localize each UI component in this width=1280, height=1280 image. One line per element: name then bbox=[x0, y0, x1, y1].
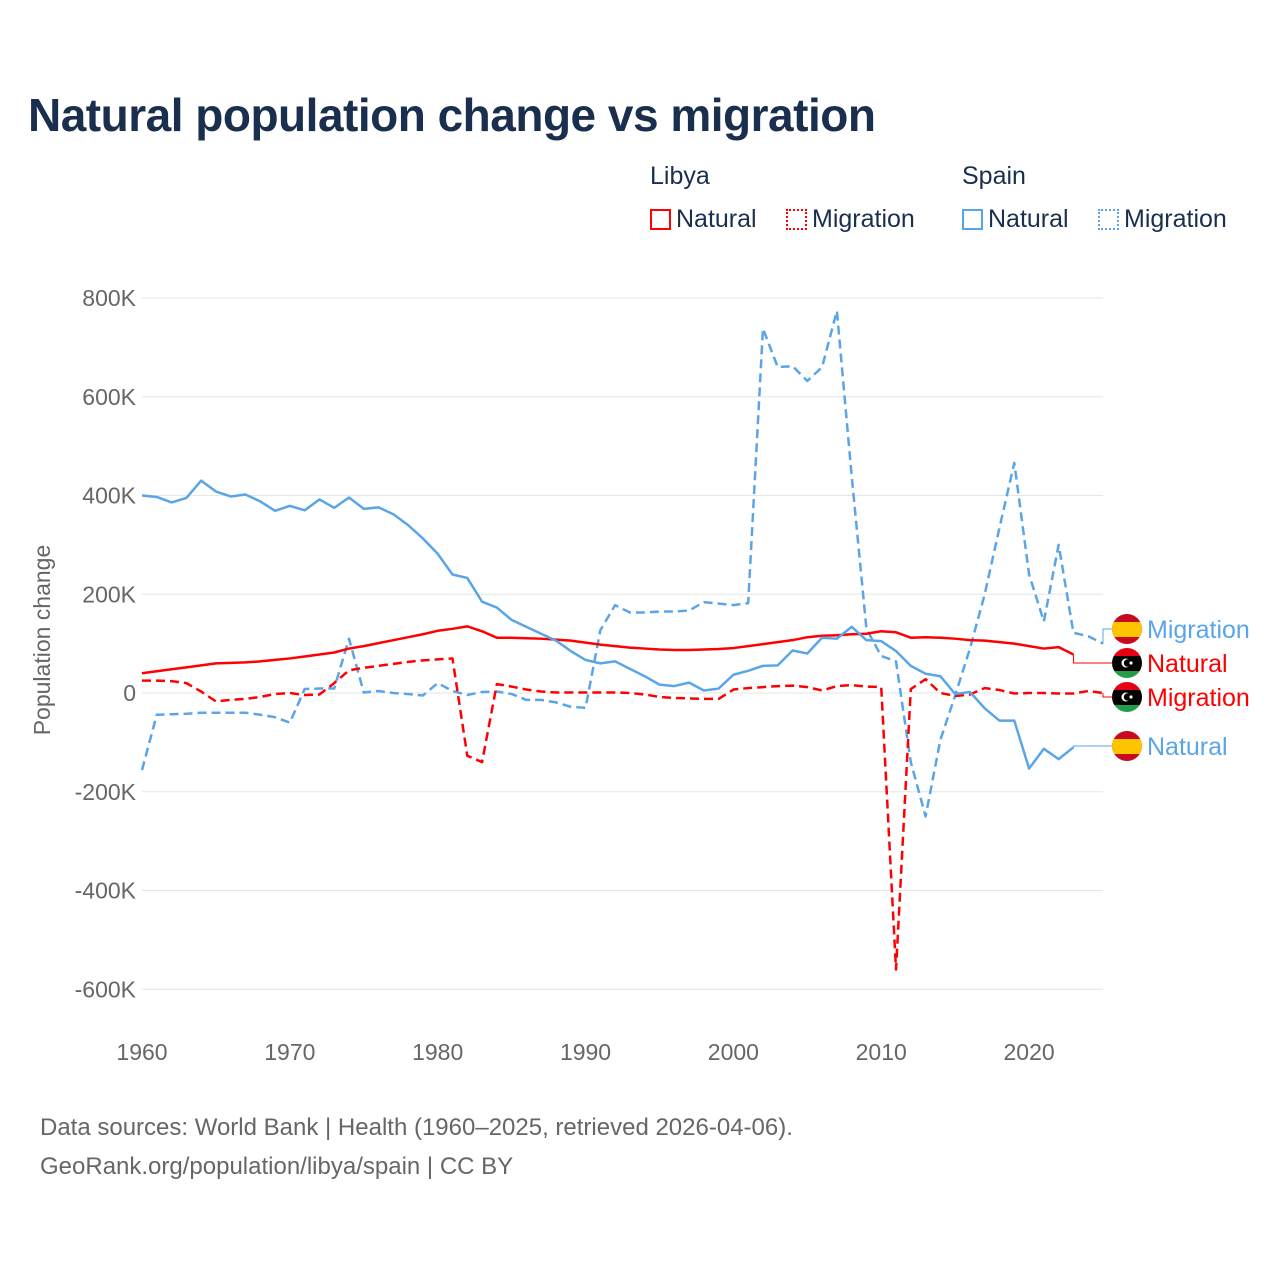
footer: Data sources: World Bank | Health (1960–… bbox=[40, 1108, 793, 1186]
x-tick-label: 2010 bbox=[856, 1039, 907, 1065]
y-tick-label: 600K bbox=[82, 384, 136, 410]
y-tick-label: 400K bbox=[82, 483, 136, 509]
spain-flag-icon bbox=[1112, 614, 1142, 644]
legend-spain-migration[interactable]: Migration bbox=[1098, 205, 1227, 234]
legend-spain-natural[interactable]: Natural bbox=[962, 205, 1069, 234]
legend-label: Migration bbox=[812, 205, 915, 233]
y-axis-title: Population change bbox=[29, 545, 55, 736]
series-end-label: Natural bbox=[1147, 733, 1228, 761]
label-connector bbox=[1102, 628, 1112, 644]
legend-label: Migration bbox=[1124, 205, 1227, 233]
y-tick-label: -200K bbox=[75, 779, 137, 805]
series-end-label: Migration bbox=[1147, 684, 1250, 712]
spain-flag-icon bbox=[1112, 731, 1142, 761]
legend-group-libya: Libya bbox=[650, 162, 710, 190]
flag-body bbox=[1112, 682, 1142, 712]
series-end-label: Migration bbox=[1147, 616, 1250, 644]
series-line-spain-natural bbox=[141, 479, 1075, 770]
y-tick-label: 0 bbox=[123, 680, 136, 706]
y-tick-label: -600K bbox=[75, 976, 137, 1002]
x-tick-label: 2000 bbox=[708, 1039, 759, 1065]
label-connector bbox=[1102, 693, 1112, 698]
x-tick-label: 1960 bbox=[116, 1039, 167, 1065]
flag-body bbox=[1112, 731, 1142, 761]
x-tick-label: 1980 bbox=[412, 1039, 463, 1065]
chart-title: Natural population change vs migration bbox=[28, 89, 876, 141]
flag-body bbox=[1112, 614, 1142, 644]
legend-swatch-solid bbox=[962, 209, 983, 230]
flag-stripe bbox=[1112, 671, 1142, 678]
y-tick-label: 200K bbox=[82, 581, 136, 607]
y-tick-label: 800K bbox=[82, 285, 136, 311]
flag-body bbox=[1112, 648, 1142, 678]
series-line-libya-natural bbox=[141, 625, 1074, 675]
series-end-label: Natural bbox=[1147, 650, 1228, 678]
legend-swatch-dashed bbox=[1098, 209, 1119, 230]
series-line-spain-migration bbox=[140, 309, 1104, 818]
y-tick-label: -400K bbox=[75, 878, 137, 904]
crescent-cut bbox=[1123, 693, 1132, 701]
x-tick-label: 1970 bbox=[264, 1039, 315, 1065]
flag-stripe bbox=[1112, 622, 1142, 637]
flag-stripe bbox=[1112, 705, 1142, 712]
flag-stripe bbox=[1112, 739, 1142, 754]
legend-label: Natural bbox=[988, 205, 1069, 233]
source-link[interactable]: GeoRank.org/population/libya/spain | CC … bbox=[40, 1153, 514, 1180]
crescent-cut bbox=[1123, 659, 1132, 667]
legend-label: Natural bbox=[676, 205, 757, 233]
libya-flag-icon bbox=[1112, 682, 1142, 712]
legend-libya-migration[interactable]: Migration bbox=[786, 205, 915, 234]
legend-swatch-solid bbox=[650, 209, 671, 230]
star-icon bbox=[1129, 661, 1133, 665]
x-tick-label: 2020 bbox=[1003, 1039, 1054, 1065]
series-line-libya-migration bbox=[142, 657, 1104, 971]
data-source: Data sources: World Bank | Health (1960–… bbox=[40, 1114, 793, 1141]
flag-stripe bbox=[1112, 648, 1142, 656]
label-connector bbox=[1072, 745, 1112, 748]
legend-libya-natural[interactable]: Natural bbox=[650, 205, 757, 234]
libya-flag-icon bbox=[1112, 648, 1142, 678]
legend-swatch-dashed bbox=[786, 209, 807, 230]
x-tick-label: 1990 bbox=[560, 1039, 611, 1065]
star-icon bbox=[1129, 695, 1133, 699]
label-connector bbox=[1072, 654, 1112, 664]
legend-group-spain: Spain bbox=[962, 162, 1026, 190]
flag-stripe bbox=[1112, 682, 1142, 690]
